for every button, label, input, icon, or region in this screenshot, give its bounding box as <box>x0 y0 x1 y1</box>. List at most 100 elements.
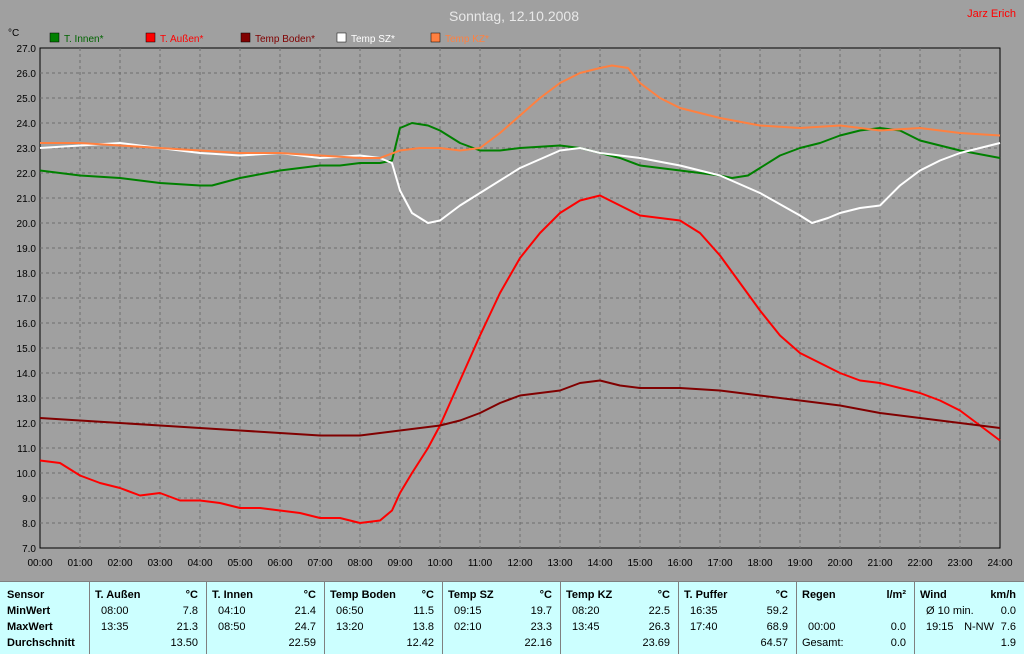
x-tick-label: 05:00 <box>227 558 252 569</box>
stats-sensor-column: Sensor MinWert MaxWert Durchschnitt <box>0 582 90 654</box>
legend-label: Temp Boden* <box>255 34 315 45</box>
legend-label: Temp KZ* <box>445 34 489 45</box>
y-tick-label: 15.0 <box>17 344 37 355</box>
min-value: 19.7 <box>530 605 552 617</box>
column-unit: °C <box>421 589 434 601</box>
stats-column: Temp KZ °C 08:20 22.5 13:45 26.3 23.69 <box>560 582 679 654</box>
series-lines <box>39 64 1001 524</box>
x-tick-label: 04:00 <box>187 558 212 569</box>
column-name: Wind <box>920 589 947 601</box>
y-tick-label: 26.0 <box>17 69 37 80</box>
min-time: 16:35 <box>690 605 718 617</box>
max-time: 13:35 <box>101 621 129 633</box>
x-tick-label: 06:00 <box>267 558 292 569</box>
y-tick-label: 23.0 <box>17 144 37 155</box>
avg-value: 23.69 <box>642 637 670 649</box>
stats-column: T. Innen °C 04:10 21.4 08:50 24.7 22.59 <box>206 582 325 654</box>
x-tick-label: 07:00 <box>307 558 332 569</box>
y-tick-label: 13.0 <box>17 394 37 405</box>
x-tick-labels: 00:00 01:00 02:00 03:00 04:00 05:00 06:00 07:00… <box>27 558 1012 569</box>
column-unit: °C <box>303 589 316 601</box>
x-tick-label: 10:00 <box>427 558 452 569</box>
stats-column: Temp SZ °C 09:15 19.7 02:10 23.3 22.16 <box>442 582 561 654</box>
column-unit: °C <box>185 589 198 601</box>
series-line <box>39 194 1001 524</box>
x-tick-label: 20:00 <box>827 558 852 569</box>
column-name: Temp KZ <box>566 589 613 601</box>
legend-label: T. Außen* <box>160 34 203 45</box>
x-tick-label: 12:00 <box>507 558 532 569</box>
y-tick-label: 24.0 <box>17 119 37 130</box>
max-time: 00:00 <box>808 621 836 633</box>
column-name: T. Puffer <box>684 589 728 601</box>
y-tick-label: 17.0 <box>17 294 37 305</box>
max-direction: N-NW <box>964 621 994 633</box>
min-label: MinWert <box>7 605 51 617</box>
y-tick-label: 12.0 <box>17 419 37 430</box>
max-time: 02:10 <box>454 621 482 633</box>
stats-column: T. Außen °C 08:00 7.8 13:35 21.3 13.50 <box>89 582 207 654</box>
max-value: 7.6 <box>1000 621 1016 633</box>
y-tick-label: 22.0 <box>17 169 37 180</box>
column-unit: l/m² <box>886 589 906 601</box>
statistics-table: Sensor MinWert MaxWert Durchschnitt T. A… <box>0 581 1024 654</box>
y-tick-label: 10.0 <box>17 469 37 480</box>
x-tick-label: 11:00 <box>468 558 493 569</box>
x-tick-label: 09:00 <box>387 558 412 569</box>
y-tick-label: 11.0 <box>17 444 36 455</box>
legend-swatch <box>145 32 156 43</box>
x-tick-label: 02:00 <box>107 558 132 569</box>
column-unit: °C <box>775 589 788 601</box>
y-tick-label: 7.0 <box>22 544 36 555</box>
y-tick-label: 16.0 <box>17 319 37 330</box>
max-time: 13:45 <box>572 621 600 633</box>
column-name: Regen <box>802 589 836 601</box>
column-unit: km/h <box>990 589 1016 601</box>
author-label: Jarz Erich <box>967 8 1016 20</box>
avg-value: 22.59 <box>288 637 316 649</box>
x-tick-label: 00:00 <box>27 558 52 569</box>
x-tick-label: 13:00 <box>547 558 572 569</box>
grid <box>39 47 1001 549</box>
x-tick-label: 17:00 <box>707 558 732 569</box>
max-time: 08:50 <box>218 621 246 633</box>
x-tick-label: 01:00 <box>67 558 92 569</box>
max-time: 17:40 <box>690 621 718 633</box>
y-tick-label: 20.0 <box>17 219 37 230</box>
legend-swatch <box>49 32 60 43</box>
y-tick-label: 19.0 <box>17 244 37 255</box>
max-value: 24.7 <box>294 621 316 633</box>
min-time: 09:15 <box>454 605 482 617</box>
max-value: 68.9 <box>766 621 788 633</box>
column-unit: °C <box>539 589 552 601</box>
legend: T. Innen* T. Außen* Temp Boden* Temp SZ* Tem… <box>49 32 489 45</box>
x-tick-label: 14:00 <box>587 558 612 569</box>
avg-label: Durchschnitt <box>7 637 75 649</box>
y-tick-label: 18.0 <box>17 269 37 280</box>
avg-value: 64.57 <box>760 637 788 649</box>
legend-label: T. Innen* <box>64 34 104 45</box>
y-tick-label: 9.0 <box>22 494 36 505</box>
avg-value: 0.0 <box>890 637 906 649</box>
column-name: T. Innen <box>212 589 253 601</box>
min-time: 06:50 <box>336 605 364 617</box>
max-value: 21.3 <box>176 621 198 633</box>
y-tick-label: 14.0 <box>17 369 37 380</box>
max-value: 23.3 <box>530 621 552 633</box>
stats-column: Regen l/m² 00:00 0.0 Gesamt: 0.0 <box>796 582 915 654</box>
min-time: 04:10 <box>218 605 246 617</box>
sensor-header: Sensor <box>7 589 45 601</box>
y-tick-labels: 7.0 8.0 9.0 10.0 11.0 12.0 13.0 14.0 15.0 16.0 17.… <box>17 44 37 555</box>
y-tick-label: 8.0 <box>22 519 36 530</box>
legend-swatch <box>240 32 251 43</box>
min-value: 7.8 <box>182 605 198 617</box>
min-value: 22.5 <box>648 605 670 617</box>
max-time: 19:15 <box>926 621 954 633</box>
legend-label: Temp SZ* <box>351 34 395 45</box>
column-name: Temp SZ <box>448 589 494 601</box>
x-tick-label: 24:00 <box>987 558 1012 569</box>
min-value: 21.4 <box>294 605 316 617</box>
series-line <box>39 379 1001 437</box>
x-tick-label: 22:00 <box>907 558 932 569</box>
min-value: 0.0 <box>1000 605 1016 617</box>
